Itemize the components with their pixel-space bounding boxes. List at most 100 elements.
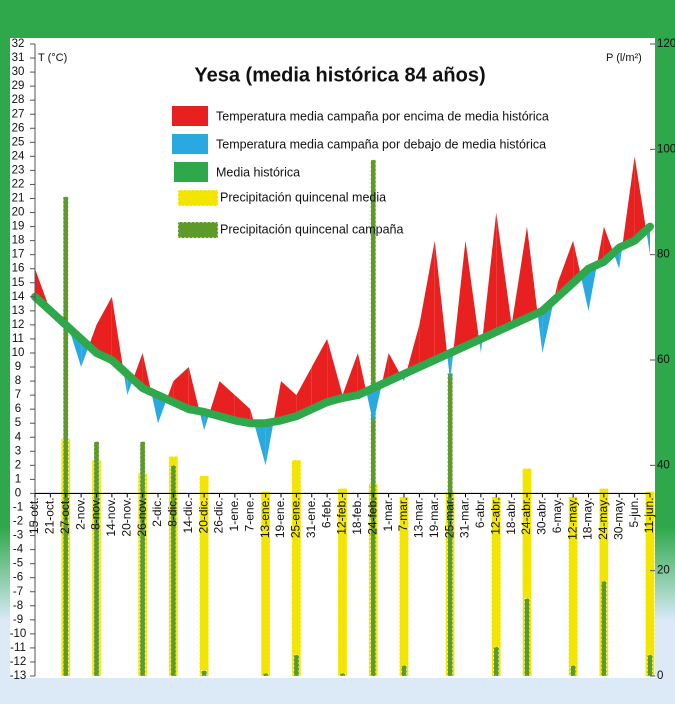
legend: Temperatura media campaña por encima de … xyxy=(172,106,549,239)
below-area xyxy=(447,352,451,382)
y2-tick-label: 20 xyxy=(657,565,670,577)
x-tick-label: 14-nov. xyxy=(104,497,118,536)
y-tick-label: -12 xyxy=(10,656,27,668)
x-tick-label: 13-mar. xyxy=(412,497,426,538)
y-tick-label: 29 xyxy=(12,80,25,92)
x-tick-label: 24-may. xyxy=(596,497,610,539)
above-area xyxy=(296,367,312,417)
above-area xyxy=(357,352,367,396)
y-tick-label: 23 xyxy=(12,164,25,176)
y2-tick-label: 80 xyxy=(657,249,670,261)
above-area xyxy=(273,381,281,422)
x-tick-label: 25-ene. xyxy=(289,497,303,538)
y-tick-label: 3 xyxy=(15,445,21,457)
y-tick-label: -8 xyxy=(13,600,23,612)
x-tick-label: 12-feb. xyxy=(335,497,349,534)
y-tick-label: 24 xyxy=(12,150,25,162)
x-tick-label: 31-mar. xyxy=(458,497,472,538)
above-area xyxy=(327,338,343,403)
above-area xyxy=(419,240,435,368)
above-area xyxy=(281,381,297,421)
legend-swatch xyxy=(177,221,219,239)
x-tick-label: 24-abr. xyxy=(519,497,533,534)
y-tick-label: 5 xyxy=(15,417,21,429)
y-tick-label: -1 xyxy=(13,501,23,513)
x-tick-label: 13-ene. xyxy=(258,497,272,538)
below-area xyxy=(373,384,382,424)
x-tick-label: 20-dic. xyxy=(196,497,210,533)
above-area xyxy=(188,367,200,412)
y-tick-label: 7 xyxy=(15,389,21,401)
mean-line xyxy=(31,222,654,428)
y-tick-label: 20 xyxy=(12,207,25,219)
above-area xyxy=(35,268,51,311)
chart-title: Yesa (media histórica 84 años) xyxy=(194,64,485,86)
above-area xyxy=(381,352,389,385)
precip-bar xyxy=(447,372,453,677)
y2-tick-label: 40 xyxy=(657,459,670,471)
legend-swatch xyxy=(172,134,208,154)
x-tick-label: 12-abr. xyxy=(488,497,502,534)
precip-bar xyxy=(293,654,300,677)
precip-bar xyxy=(201,670,207,677)
x-tick-label: 30-abr. xyxy=(535,497,549,534)
below-area xyxy=(450,351,454,382)
below-area xyxy=(588,264,597,311)
y-tick-label: 22 xyxy=(12,178,25,190)
y-tick-label: 31 xyxy=(12,52,25,64)
x-tick-label: 6-abr. xyxy=(473,497,487,528)
y-tick-label: -10 xyxy=(10,628,27,640)
y-tick-label: 15 xyxy=(12,277,25,289)
legend-label: Precipitación quincenal media xyxy=(220,190,386,204)
precip-bar xyxy=(262,673,269,677)
above-area xyxy=(496,212,512,332)
below-area xyxy=(254,423,266,466)
legend-label: Media histórica xyxy=(216,165,300,179)
y-tick-label: 19 xyxy=(12,221,25,233)
y-tick-label: 4 xyxy=(15,431,22,443)
y-tick-label: -5 xyxy=(13,558,23,570)
legend-swatch xyxy=(177,189,219,207)
x-tick-label: 8-nov. xyxy=(89,497,103,529)
y-tick-label: 30 xyxy=(12,66,25,78)
x-tick-label: 26-dic. xyxy=(212,497,226,533)
x-tick-label: 6-feb. xyxy=(319,497,333,528)
precip-bar xyxy=(570,665,576,677)
x-tick-label: 30-may. xyxy=(611,497,625,539)
above-area xyxy=(511,226,527,325)
y-tick-label: 13 xyxy=(12,305,25,317)
x-tick-label: 25-mar. xyxy=(442,497,456,538)
legend-swatch xyxy=(172,106,208,126)
precip-bar xyxy=(62,196,69,677)
x-tick-label: 19-ene. xyxy=(273,497,287,538)
precip-bar xyxy=(601,580,607,677)
below-area xyxy=(199,411,205,431)
x-tick-label: 12-may. xyxy=(565,497,579,539)
below-area xyxy=(265,421,274,466)
y-tick-label: 0 xyxy=(15,487,21,499)
y-tick-label: 10 xyxy=(12,347,25,359)
above-area xyxy=(596,226,604,265)
y-tick-label: 14 xyxy=(12,291,25,303)
below-area xyxy=(366,388,374,424)
y-axis-label: T (°C) xyxy=(38,52,67,64)
x-tick-label: 7-mar. xyxy=(396,497,410,531)
x-tick-label: 7-ene. xyxy=(242,497,256,531)
y-tick-label: 17 xyxy=(12,249,25,261)
x-tick-label: 6-may. xyxy=(550,497,564,533)
y-tick-label: 28 xyxy=(12,94,25,106)
above-area xyxy=(622,156,635,247)
y-tick-label: 16 xyxy=(12,263,25,275)
y-tick-label: -9 xyxy=(13,614,23,626)
x-tick-label: 18-abr. xyxy=(504,497,518,534)
x-tick-label: 1-ene. xyxy=(227,497,241,531)
above-area xyxy=(234,395,251,424)
y2-tick-label: 120 xyxy=(657,38,675,50)
legend-label: Temperatura media campaña por debajo de … xyxy=(216,137,546,151)
y-tick-label: 9 xyxy=(15,361,21,373)
y-tick-label: -13 xyxy=(10,670,27,682)
y-tick-label: 27 xyxy=(12,108,25,120)
y-tick-label: 8 xyxy=(15,375,21,387)
x-tick-label: 2-dic. xyxy=(150,497,164,526)
